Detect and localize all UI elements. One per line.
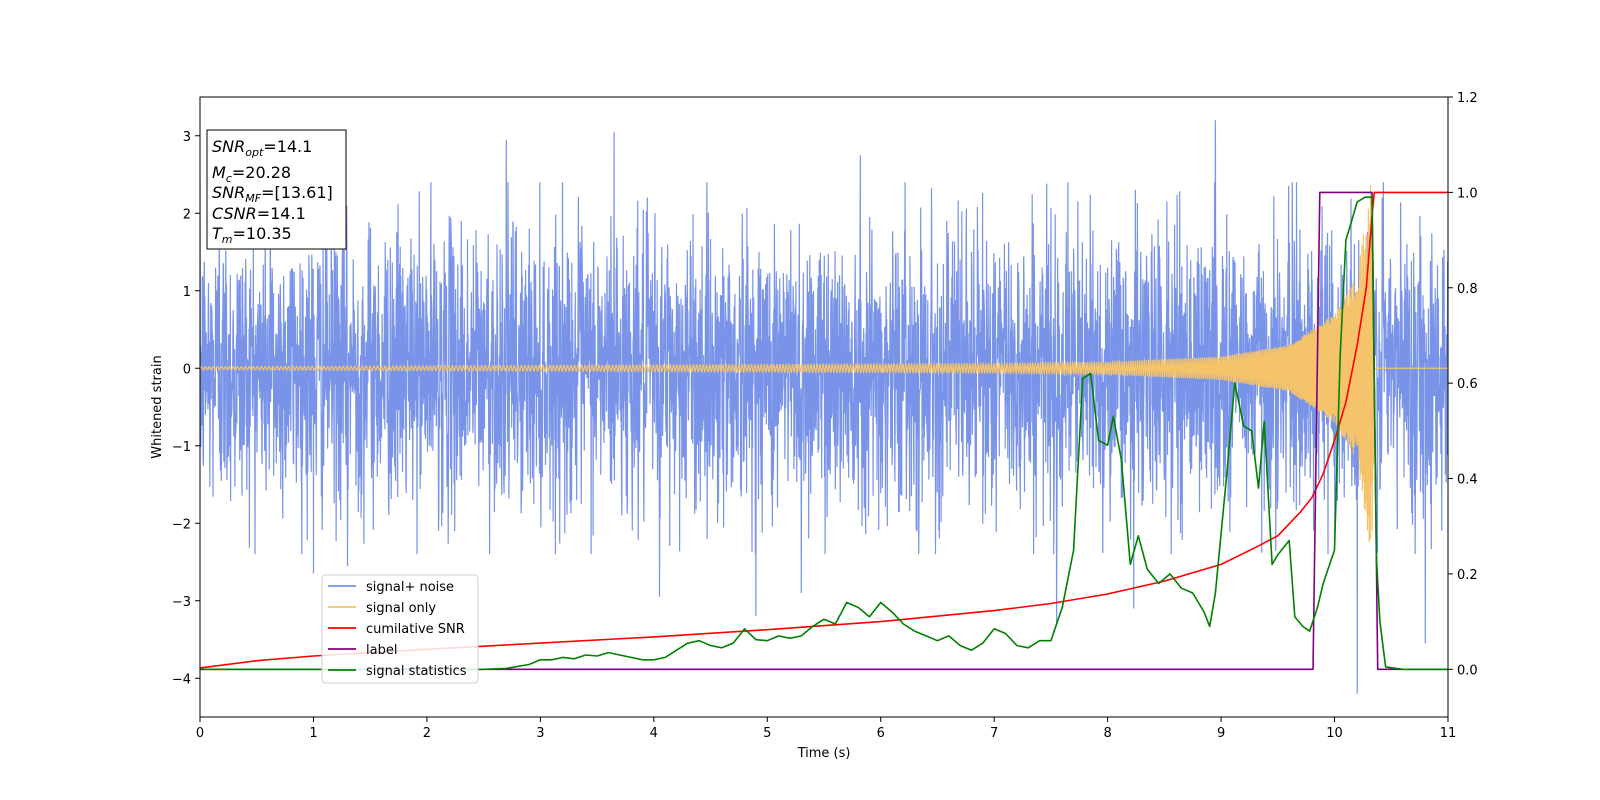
info-box: SNRopt=14.1 Mc=20.28SNRMF=[13.61]CSNR=14.… — [206, 129, 347, 250]
info-box-frame — [206, 129, 347, 250]
x-tick-label: 10 — [1326, 726, 1343, 741]
info-box-entry: CSNR=14.1 — [212, 204, 306, 223]
x-tick-label: 3 — [536, 726, 544, 741]
x-tick-label: 0 — [196, 726, 204, 741]
y-left-tick-label: 0 — [183, 362, 191, 377]
y-axis-label: Whitened strain — [150, 355, 165, 458]
x-tick-label: 9 — [1217, 726, 1225, 741]
x-tick-label: 6 — [877, 726, 885, 741]
y-right-tick-label: 0.6 — [1457, 377, 1478, 392]
x-tick-label: 8 — [1103, 726, 1111, 741]
legend-label: cumilative SNR — [366, 622, 465, 637]
y-right-tick-label: 0.8 — [1457, 282, 1478, 297]
series-cumilative-snr-line — [200, 191, 1448, 669]
legend: signal+ noise signal only cumilative SNR la… — [321, 574, 479, 684]
legend-label: signal statistics — [366, 664, 467, 679]
y-left-tick-label: 3 — [183, 130, 191, 145]
x-tick-label: 7 — [990, 726, 998, 741]
x-axis-label: Time (s) — [797, 746, 851, 761]
y-left-tick-label: −1 — [172, 440, 191, 455]
y-left-tick-label: −3 — [172, 595, 191, 610]
y-left-tick-label: 2 — [183, 207, 191, 222]
legend-frame — [321, 574, 479, 684]
y-right-tick-label: 0.0 — [1457, 663, 1478, 678]
plot-area — [200, 120, 1448, 694]
legend-label: label — [366, 643, 397, 658]
series-signal-statistics-line — [200, 196, 1448, 671]
y-right-tick-label: 1.0 — [1457, 186, 1478, 201]
x-tick-label: 5 — [763, 726, 771, 741]
axes-frame — [199, 96, 1449, 718]
y-right-tick-label: 1.2 — [1457, 91, 1478, 106]
info-box-entry: SNRMF=[13.61] — [212, 183, 333, 205]
y-right-tick-label: 0.2 — [1457, 568, 1478, 583]
y-left-tick-label: −4 — [172, 672, 191, 687]
series-signal-only-line — [200, 185, 1448, 543]
info-box-entry: SNRopt=14.1 — [212, 137, 312, 159]
y-right-tick-label: 0.4 — [1457, 473, 1478, 488]
x-tick-label: 11 — [1440, 726, 1457, 741]
x-tick-label: 1 — [309, 726, 317, 741]
legend-label: signal only — [366, 601, 436, 616]
y-left-tick-label: 1 — [183, 285, 191, 300]
x-tick-label: 4 — [650, 726, 658, 741]
x-tick-label: 2 — [423, 726, 431, 741]
legend-label: signal+ noise — [366, 580, 454, 595]
info-box-entry: Tm=10.35 — [212, 224, 292, 246]
axis-ticks: 0 1 2 3 4 5 6 7 8 9 10 11 −4 −3 −2 −1 0 1 2 3 0.0 0.2 0.4 0.6 0.… — [172, 91, 1478, 741]
info-box-entry: Mc=20.28 — [212, 163, 291, 185]
y-left-tick-label: −2 — [172, 517, 191, 532]
series-label-line — [200, 191, 1448, 671]
